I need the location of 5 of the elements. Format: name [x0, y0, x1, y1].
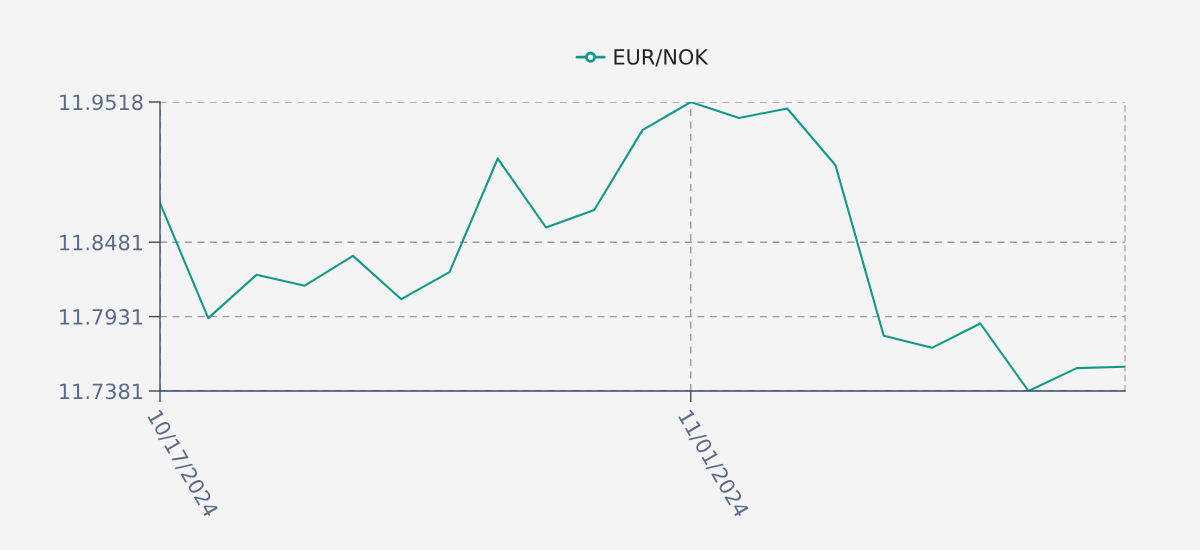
y-tick-label: 11.7931 [60, 309, 143, 325]
y-tick-label: 11.9518 [60, 94, 143, 111]
legend-label: EUR/NOK [614, 49, 709, 67]
y-tick-label: 11.8481 [60, 234, 143, 251]
y-tick-label: 11.7381 [60, 383, 143, 400]
